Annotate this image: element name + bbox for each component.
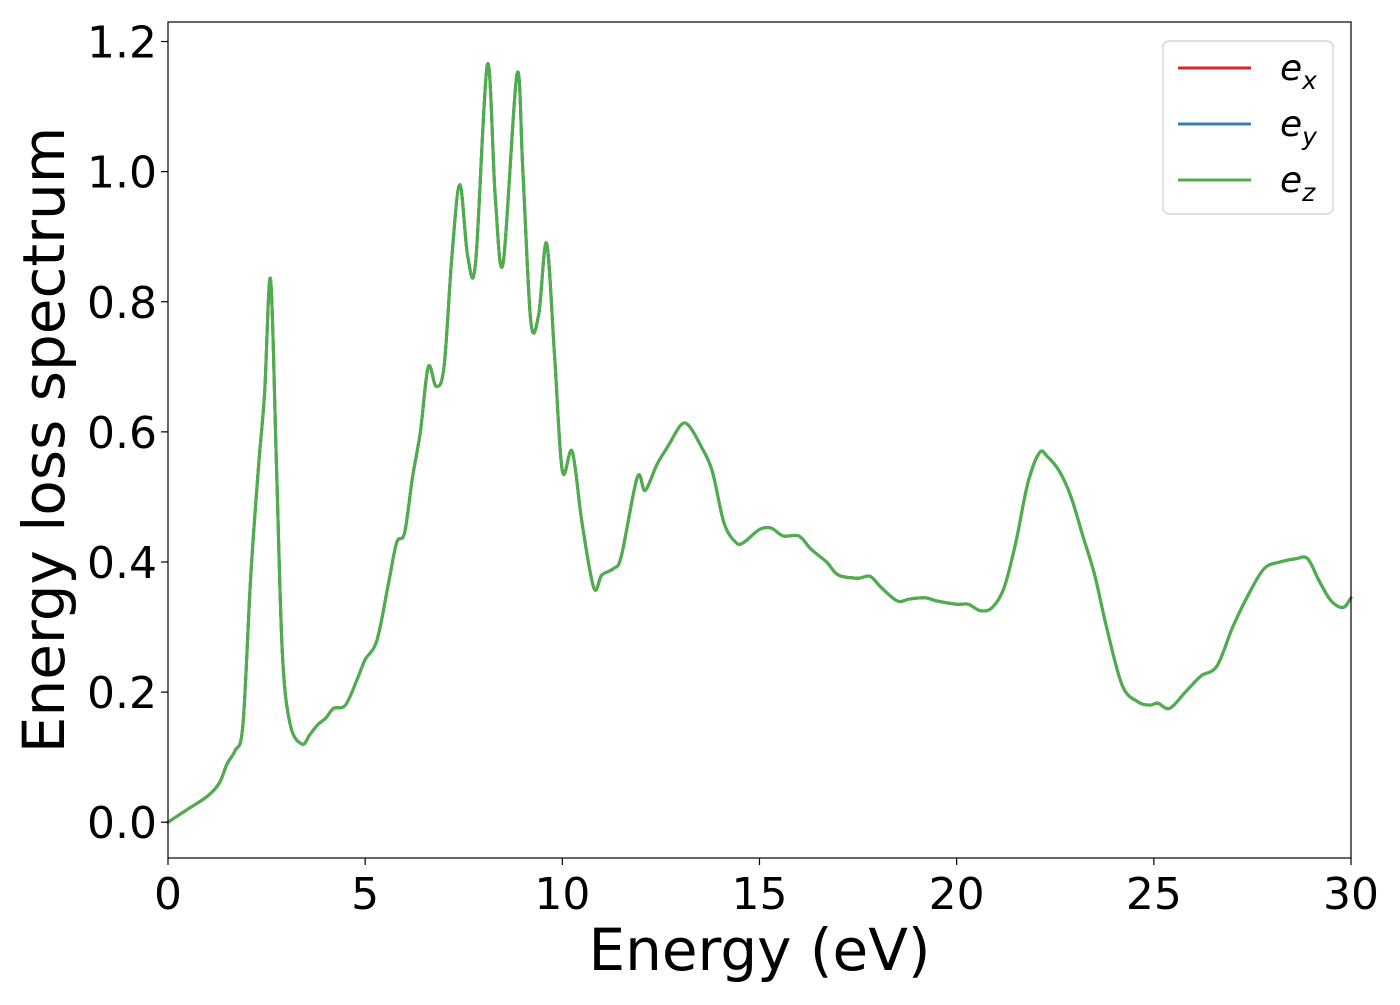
y-tick-label: 0.0 [87, 798, 157, 849]
y-tick-label: 0.2 [87, 668, 157, 719]
x-tick-label: 25 [1126, 869, 1182, 920]
y-tick-label: 1.2 [87, 18, 157, 69]
plot-area [168, 22, 1351, 858]
y-tick-label: 0.6 [87, 408, 157, 459]
x-tick-label: 20 [929, 869, 985, 920]
legend-box [1162, 40, 1334, 215]
y-axis-label: Energy loss spectrum [10, 127, 78, 753]
x-tick-label: 10 [534, 869, 590, 920]
x-axis: 0 5 10 15 20 25 30 [154, 858, 1379, 920]
y-tick-label: 0.4 [87, 538, 157, 589]
x-tick-label: 5 [351, 869, 379, 920]
x-axis-label: Energy (eV) [588, 916, 930, 984]
y-tick-label: 1.0 [87, 148, 157, 199]
x-tick-label: 0 [154, 869, 182, 920]
y-axis: 0.0 0.2 0.4 0.6 0.8 1.0 1.2 [87, 18, 168, 849]
series-line-e-z [166, 62, 1353, 824]
x-tick-label: 30 [1323, 869, 1379, 920]
y-tick-label: 0.8 [87, 278, 157, 329]
x-tick-label: 15 [732, 869, 788, 920]
series-layer [166, 62, 1353, 824]
